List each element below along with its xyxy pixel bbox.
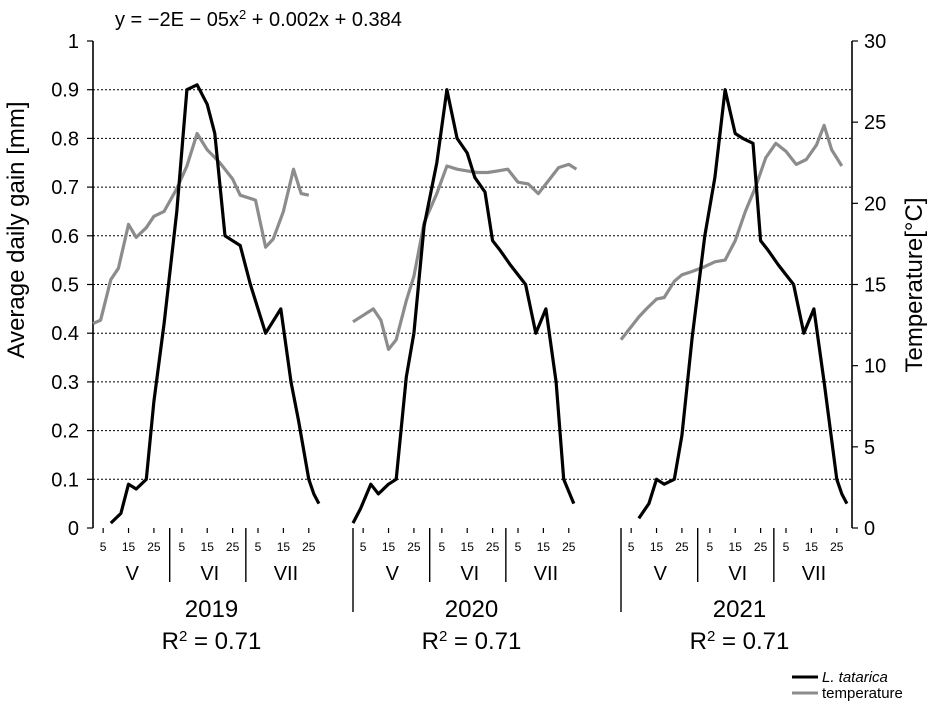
x-day-label: 5 (179, 540, 186, 554)
r-squared-label: R2 = 0.71 (162, 628, 262, 656)
l-tatarica-line-2020 (351, 88, 576, 524)
series-lines (92, 83, 849, 525)
x-day-label: 5 (628, 540, 635, 554)
x-day-label: 25 (486, 540, 500, 554)
x-day-label: 5 (439, 540, 446, 554)
x-year-label: 2021 (713, 596, 766, 623)
temperature-line-2020 (352, 162, 578, 351)
y-tick-label-right: 0 (864, 518, 875, 540)
x-day-label: 5 (783, 540, 790, 554)
x-day-label: 15 (805, 540, 819, 554)
regression-equation: y = −2E − 05x2 + 0.002x + 0.384 (115, 7, 402, 32)
legend: L. tatarica temperature (792, 669, 903, 702)
x-month-label: VII (802, 563, 826, 585)
y-tick-label-left: 0.1 (51, 469, 79, 491)
x-day-label: 5 (255, 540, 262, 554)
x-day-label: 25 (302, 540, 316, 554)
y-tick-label-right: 10 (864, 356, 886, 378)
y-tick-label-right: 30 (864, 31, 886, 53)
x-day-label: 25 (754, 540, 768, 554)
l-tatarica-line-2021 (637, 88, 849, 520)
x-day-label: 15 (650, 540, 664, 554)
r-squared-label: R2 = 0.71 (422, 628, 522, 656)
y-tick-label-left: 0.4 (51, 323, 79, 345)
x-day-label: 25 (562, 540, 576, 554)
x-day-label: 15 (729, 540, 743, 554)
y-tick-label-right: 5 (864, 437, 875, 459)
x-month-label: V (654, 563, 668, 585)
y-tick-label-left: 0.8 (51, 128, 79, 150)
y-tick-label-right: 20 (864, 193, 886, 215)
temperature-line-2019 (92, 131, 310, 325)
axes: 00.10.20.30.40.50.60.70.80.9105101520253… (51, 31, 886, 540)
y-tick-label-left: 0.7 (51, 177, 79, 199)
x-day-label: 15 (382, 540, 396, 554)
temperature-line-2021 (619, 123, 844, 341)
x-day-label: 25 (830, 540, 844, 554)
l-tatarica-line-2019 (109, 83, 321, 525)
x-year-label: 2019 (185, 596, 238, 623)
x-month-label: VI (200, 563, 219, 585)
x-day-label: 25 (675, 540, 689, 554)
x-day-label: 15 (122, 540, 136, 554)
x-year-label: 2020 (445, 596, 498, 623)
x-month-label: VII (274, 563, 298, 585)
y-axis-title-right: Temperature[°C] (901, 198, 928, 373)
y-tick-label-left: 0 (68, 518, 79, 540)
x-day-label: 25 (147, 540, 161, 554)
x-axis-labels: 5 15 25 V 5 15 25 VI 5 15 25 VII 2019 R2 = 0.71 5 15 25 V… (100, 528, 844, 655)
x-day-label: 15 (277, 540, 291, 554)
x-day-label: 25 (226, 540, 240, 554)
y-tick-label-left: 0.6 (51, 226, 79, 248)
legend-label-temperature: temperature (822, 685, 903, 702)
x-day-label: 15 (537, 540, 551, 554)
y-tick-label-left: 0.9 (51, 80, 79, 102)
x-day-label: 15 (461, 540, 475, 554)
x-day-label: 5 (360, 540, 367, 554)
x-month-label: VI (460, 563, 479, 585)
x-day-label: 5 (515, 540, 522, 554)
x-day-label: 5 (707, 540, 714, 554)
y-tick-label-left: 1 (68, 31, 79, 53)
y-tick-label-left: 0.3 (51, 372, 79, 394)
y-axis-title-left: Average daily gain [mm] (3, 101, 30, 358)
x-day-label: 15 (201, 540, 215, 554)
x-month-label: V (126, 563, 140, 585)
r-squared-label: R2 = 0.71 (690, 628, 790, 656)
y-tick-label-left: 0.2 (51, 421, 79, 443)
y-tick-label-left: 0.5 (51, 275, 79, 297)
y-tick-label-right: 15 (864, 275, 886, 297)
x-month-label: VI (728, 563, 747, 585)
y-tick-label-right: 25 (864, 112, 886, 134)
x-day-label: 25 (407, 540, 421, 554)
x-month-label: V (386, 563, 400, 585)
x-month-label: VII (534, 563, 558, 585)
x-day-label: 5 (100, 540, 107, 554)
legend-label-l-tatarica: L. tatarica (822, 669, 888, 686)
